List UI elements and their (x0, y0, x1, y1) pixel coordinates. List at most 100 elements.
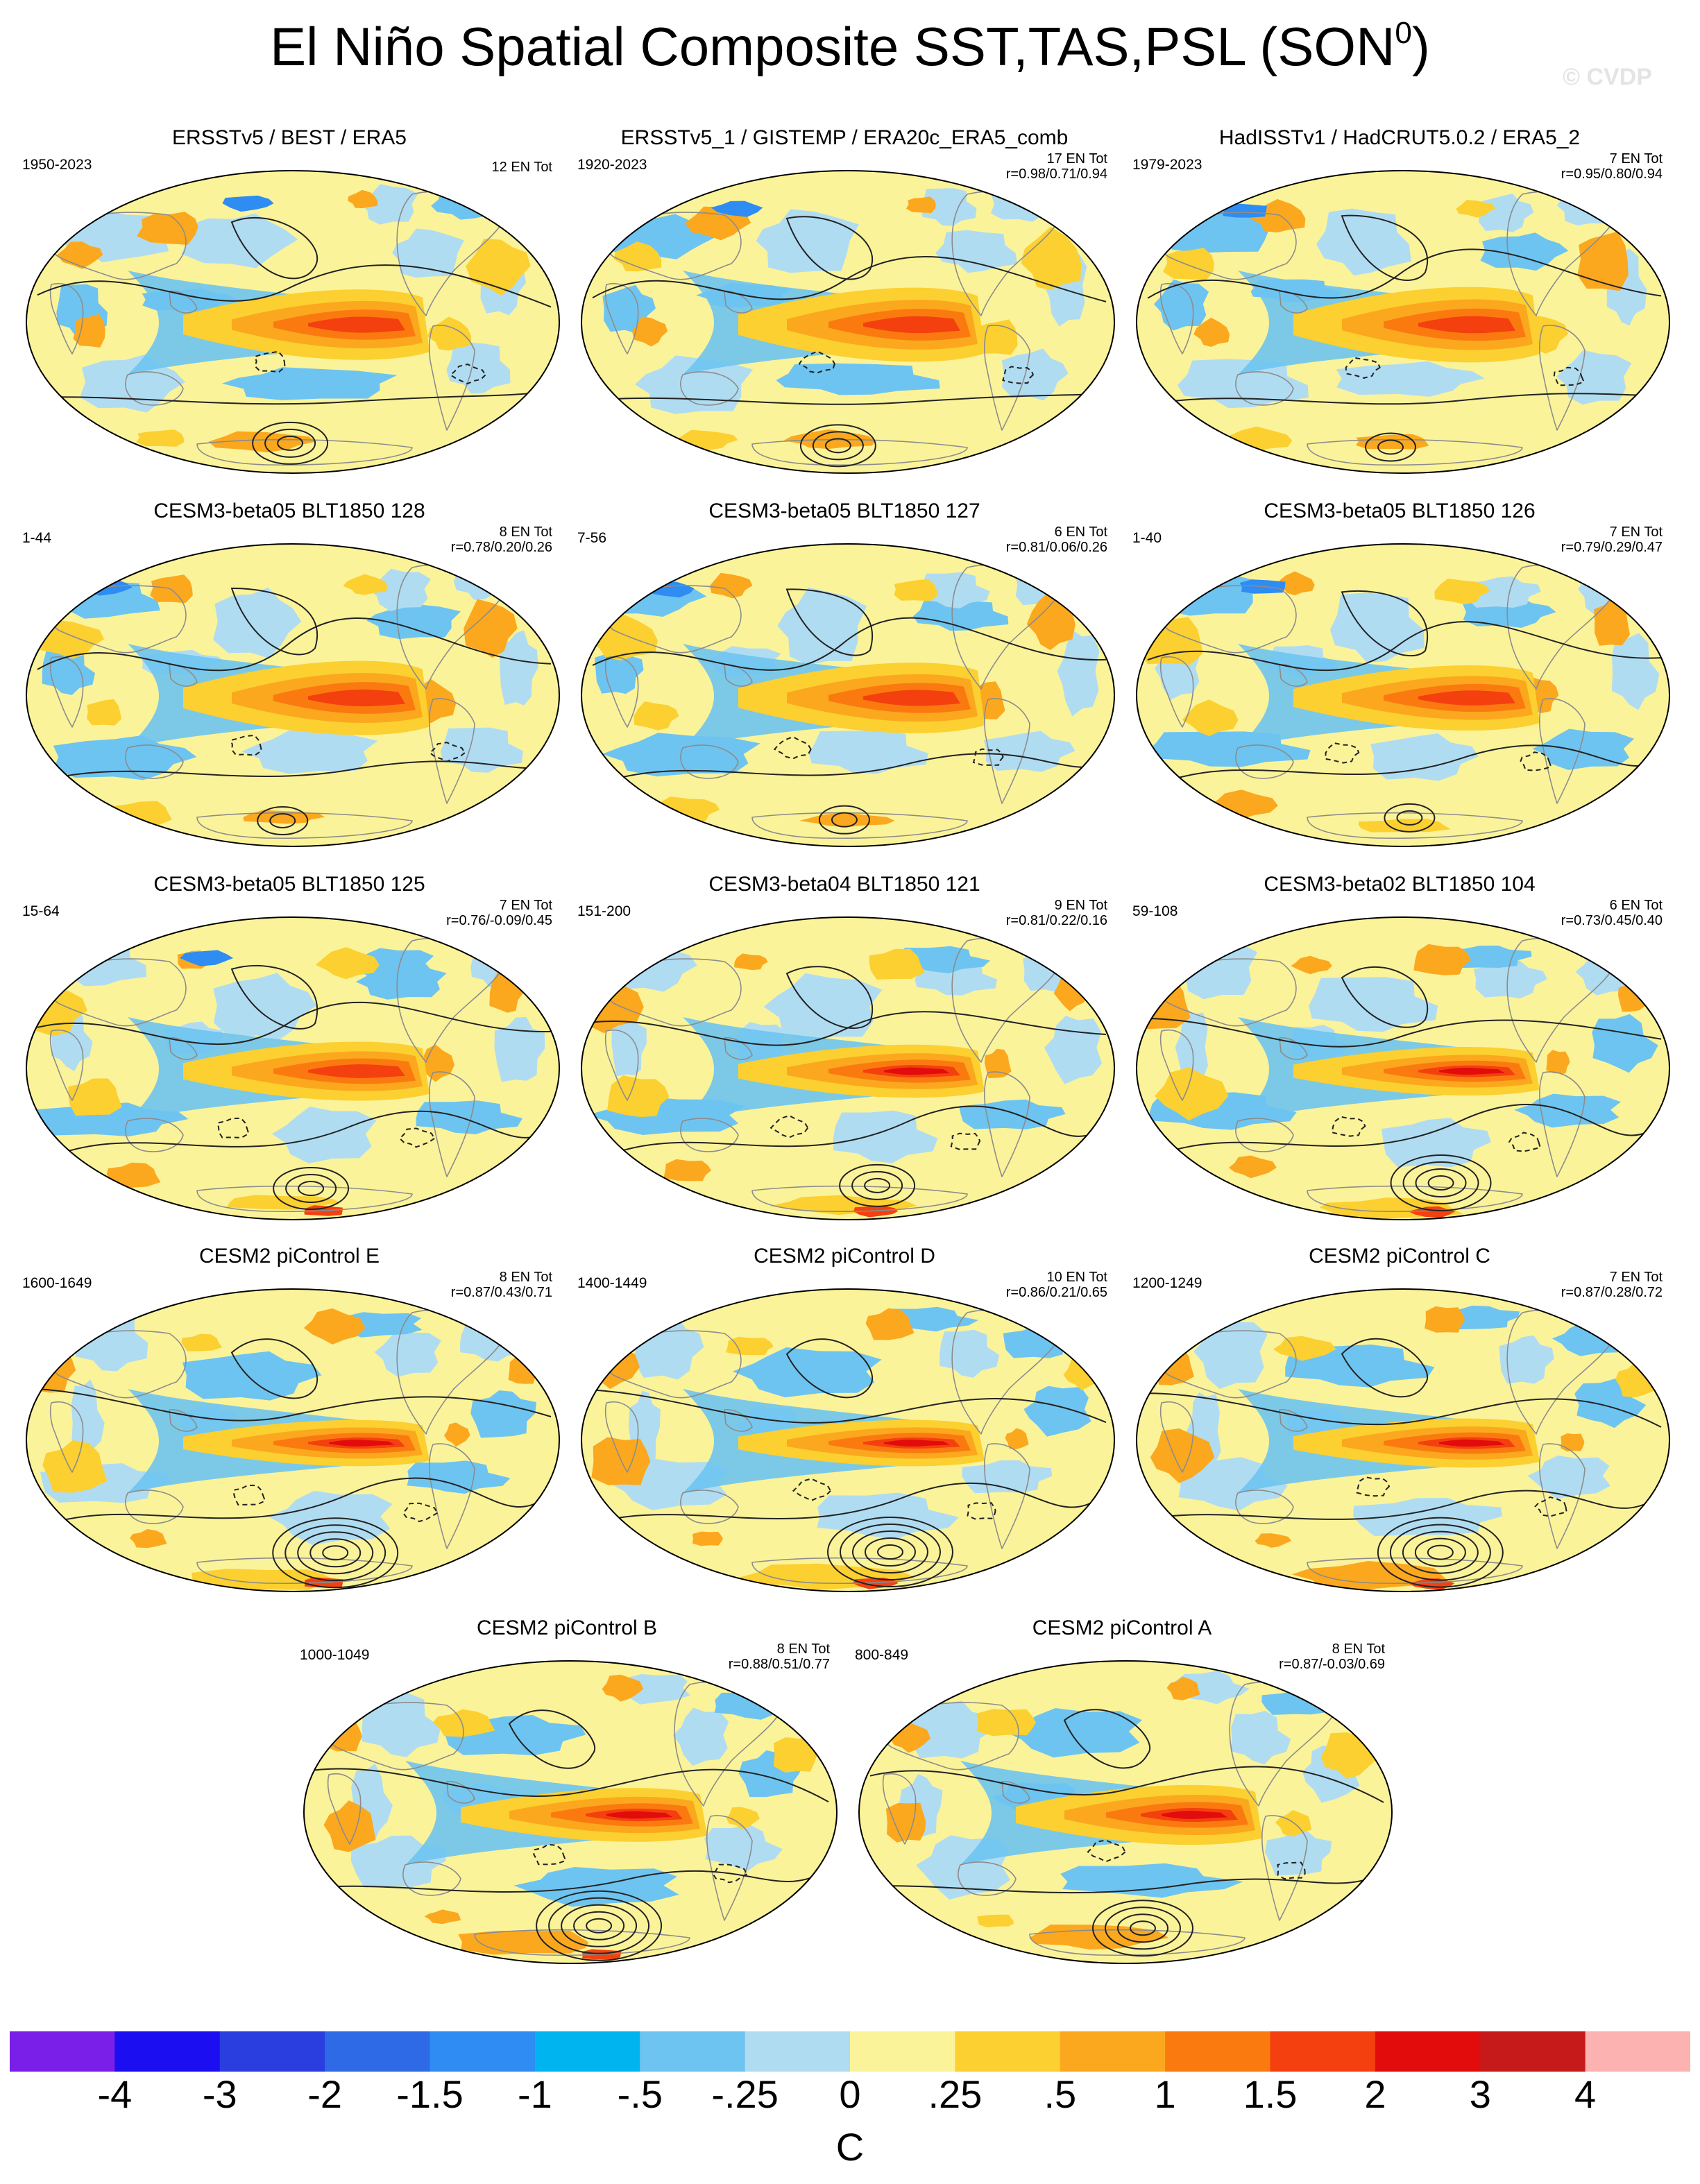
slp-contour-high (1414, 1537, 1466, 1567)
cool-anomaly-patch (912, 599, 1009, 631)
continent-outline (429, 325, 475, 431)
cool-anomaly-patch (1316, 208, 1411, 276)
warm-tongue-peak (884, 1440, 950, 1447)
panel-title: CESM3-beta05 BLT1850 125 (153, 873, 425, 896)
watermark: © CVDP (1563, 64, 1652, 90)
en-count: 17 EN Tot (1046, 151, 1107, 167)
warm-tongue-core (1418, 690, 1515, 706)
continent-outline (724, 1409, 753, 1432)
slp-contour (592, 617, 1107, 671)
colorbar-swatch (640, 2031, 746, 2072)
cool-anomaly-patch (1514, 1093, 1621, 1128)
slp-contour-negative (967, 1502, 996, 1520)
composite-map (581, 543, 1115, 847)
pattern-correlation: r=0.95/0.80/0.94 (1561, 167, 1663, 182)
composite-map (1136, 1288, 1670, 1592)
continent-outline (46, 585, 187, 654)
continent-outline (429, 1443, 475, 1549)
slp-contour-negative (254, 350, 286, 373)
panel-title: CESM3-beta05 BLT1850 127 (708, 500, 980, 522)
slp-contour-high (1427, 1544, 1454, 1560)
slp-contour-high (1377, 1517, 1504, 1588)
cool-anomaly-patch (704, 1824, 783, 1871)
cool-anomaly-patch (1329, 592, 1425, 663)
panel-stats: 8 EN Tot r=0.78/0.20/0.26 (451, 524, 552, 555)
continent-outline (680, 744, 739, 779)
map-border (1136, 170, 1670, 474)
panel-stats: 6 EN Tot r=0.81/0.06/0.26 (1006, 524, 1107, 555)
cool-anomaly-patch (1370, 733, 1479, 781)
continent-outline (751, 1557, 968, 1585)
warm-anomaly-patch (1163, 248, 1214, 281)
slp-contour-high (799, 424, 876, 468)
continent-outline (604, 656, 639, 728)
panel-title: CESM3-beta05 BLT1850 128 (153, 500, 425, 522)
continent-outline (169, 1037, 198, 1060)
slp-contour-negative (773, 736, 812, 760)
warm-anomaly-patch (181, 1333, 222, 1351)
map-panel: CESM2 piControl B 1000-1049 8 EN Tot r=0.88… (293, 1616, 841, 2009)
panel-title: ERSSTv5 / BEST / ERA5 (172, 126, 407, 149)
continent-outline (601, 212, 742, 280)
warm-anomaly-patch (1021, 226, 1082, 290)
cool-anomaly-patch (921, 572, 990, 608)
continent-outline (446, 1781, 475, 1804)
map-border (1136, 1288, 1670, 1592)
continent-outline (878, 1702, 1019, 1771)
warm-anomaly-patch (508, 1356, 539, 1384)
continent-outline (1156, 1330, 1297, 1399)
cool-anomaly-patch (1005, 1708, 1143, 1758)
continent-outline (1279, 1037, 1308, 1060)
slp-contour (37, 760, 552, 783)
cool-anomaly-patch (763, 973, 883, 1042)
panel-stats: 8 EN Tot r=0.88/0.51/0.77 (729, 1641, 830, 1672)
map-panel: CESM3-beta05 BLT1850 128 1-44 8 EN Tot r=0.… (15, 500, 563, 892)
cool-anomaly-patch (990, 189, 1057, 222)
warm-anomaly-patch (631, 316, 668, 347)
colorbar-tick-label: 1.5 (1243, 2072, 1298, 2116)
warm-anomaly-patch (1228, 1155, 1277, 1179)
slp-contour-high (252, 421, 329, 465)
panel-title: CESM3-beta04 BLT1850 121 (708, 873, 980, 896)
warm-anomaly-patch (466, 238, 531, 296)
pattern-correlation: r=0.78/0.20/0.26 (450, 540, 552, 555)
en-count: 8 EN Tot (1332, 1641, 1385, 1657)
warm-anomaly-patch (869, 948, 925, 980)
continent-outline (474, 1929, 690, 1956)
continent-outline (429, 698, 475, 804)
pattern-correlation: r=0.87/0.43/0.71 (450, 1285, 552, 1300)
warm-tongue-core (863, 316, 960, 334)
slp-contour (37, 1388, 552, 1422)
colorbar-swatch (1165, 2031, 1271, 2072)
warm-anomaly-patch (1561, 1433, 1585, 1452)
slp-contour (785, 588, 873, 656)
slp-contour-high (851, 1170, 903, 1200)
cool-anomaly-patch (221, 367, 398, 400)
continent-outline (1159, 283, 1194, 355)
continent-outline (49, 656, 84, 728)
panel-stats: 8 EN Tot r=0.87/-0.03/0.69 (1279, 1641, 1385, 1672)
slp-contour-high (561, 1904, 638, 1947)
cool-anomaly-patch (935, 230, 1018, 273)
slp-contour-high (548, 1897, 650, 1954)
slp-contour-negative (950, 1132, 981, 1150)
slp-contour (1147, 1490, 1662, 1520)
map-panel: CESM2 piControl C 1200-1249 7 EN Tot r=0.87… (1125, 1245, 1674, 1637)
warm-anomaly-patch (1166, 1676, 1200, 1700)
cool-anomaly-patch (1264, 1829, 1332, 1876)
slp-contour-negative (712, 1863, 748, 1884)
slp-contour-high (298, 1181, 325, 1197)
panel-stats: 6 EN Tot r=0.73/0.45/0.40 (1561, 898, 1663, 928)
slp-contour (785, 966, 873, 1029)
colorbar-tick-label: .5 (1044, 2072, 1077, 2116)
cool-anomaly-patch (1057, 630, 1100, 717)
slp-contour (508, 1709, 595, 1769)
warm-anomaly-patch (343, 574, 388, 595)
continent-outline (1539, 325, 1586, 431)
colorbar (10, 2031, 1690, 2072)
cool-anomaly-patch (940, 1329, 1000, 1378)
continent-outline (1307, 438, 1523, 466)
cool-anomaly-patch (1060, 1863, 1243, 1898)
cool-anomaly-patch (1353, 1498, 1502, 1536)
slp-contour-high (1415, 1168, 1467, 1198)
